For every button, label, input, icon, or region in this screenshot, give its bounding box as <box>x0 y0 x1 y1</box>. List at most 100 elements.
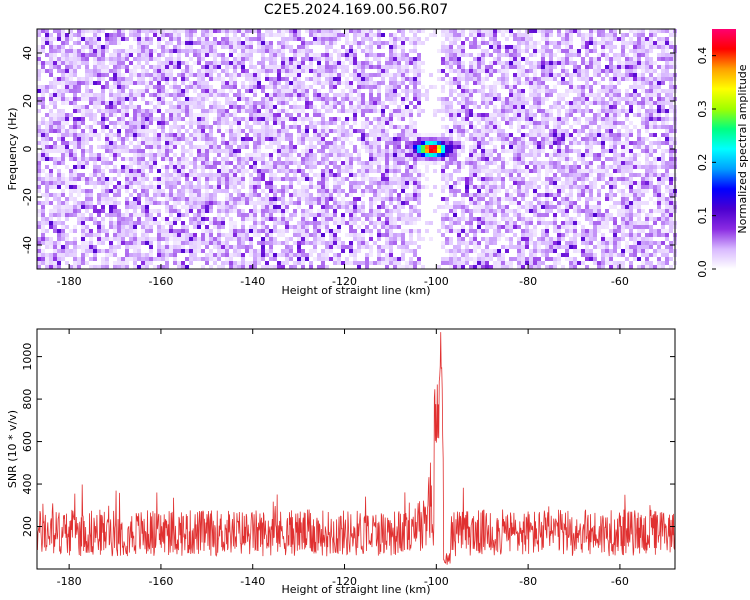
heatmap-cell <box>193 133 197 137</box>
heatmap-cell <box>237 145 241 149</box>
heatmap-cell <box>85 149 89 153</box>
heatmap-cell <box>165 109 169 113</box>
heatmap-cell <box>633 89 637 93</box>
heatmap-cell <box>221 61 225 65</box>
heatmap-cell <box>257 37 261 41</box>
heatmap-cell <box>241 61 245 65</box>
heatmap-cell <box>657 57 661 61</box>
heatmap-cell <box>309 105 313 109</box>
heatmap-cell <box>69 141 73 145</box>
heatmap-cell <box>545 97 549 101</box>
heatmap-cell <box>241 93 245 97</box>
heatmap-cell <box>301 53 305 57</box>
heatmap-cell <box>209 133 213 137</box>
heatmap-cell <box>449 117 453 121</box>
heatmap-cell <box>649 93 653 97</box>
heatmap-cell <box>337 149 341 153</box>
heatmap-cell <box>389 81 393 85</box>
heatmap-cell <box>93 157 97 161</box>
heatmap-cell <box>377 93 381 97</box>
heatmap-cell <box>413 81 417 85</box>
heatmap-cell <box>473 161 477 165</box>
heatmap-cell <box>509 133 513 137</box>
heatmap-cell <box>201 93 205 97</box>
heatmap-cell <box>481 185 485 189</box>
heatmap-cell <box>581 77 585 81</box>
heatmap-cell <box>489 61 493 65</box>
heatmap-cell <box>249 53 253 57</box>
heatmap-cell <box>289 29 293 33</box>
heatmap-cell <box>661 157 665 161</box>
heatmap-cell <box>205 117 209 121</box>
heatmap-cell <box>157 65 161 69</box>
heatmap-cell <box>297 37 301 41</box>
heatmap-cell <box>417 189 421 193</box>
heatmap-cell <box>517 149 521 153</box>
heatmap-cell <box>297 49 301 53</box>
heatmap-cell <box>201 73 205 77</box>
heatmap-cell <box>609 89 613 93</box>
heatmap-cell <box>321 161 325 165</box>
heatmap-cell <box>529 185 533 189</box>
heatmap-cell <box>269 105 273 109</box>
heatmap-cell <box>305 77 309 81</box>
heatmap-cell <box>469 45 473 49</box>
heatmap-cell <box>545 133 549 137</box>
heatmap-cell <box>645 57 649 61</box>
heatmap-cell <box>321 185 325 189</box>
heatmap-cell <box>65 37 69 41</box>
heatmap-cell <box>601 77 605 81</box>
heatmap-cell <box>597 65 601 69</box>
heatmap-cell <box>361 169 365 173</box>
heatmap-cell <box>489 33 493 37</box>
heatmap-cell <box>609 157 613 161</box>
heatmap-cell <box>217 145 221 149</box>
heatmap-cell <box>533 77 537 81</box>
heatmap-cell <box>389 97 393 101</box>
heatmap-cell <box>277 109 281 113</box>
heatmap-cell <box>653 113 657 117</box>
heatmap-cell <box>413 193 417 197</box>
heatmap-cell <box>625 101 629 105</box>
heatmap-cell <box>201 165 205 169</box>
heatmap-cell <box>549 69 553 73</box>
heatmap-cell <box>277 117 281 121</box>
heatmap-cell <box>525 109 529 113</box>
heatmap-cell <box>37 153 41 157</box>
heatmap-cell <box>545 69 549 73</box>
heatmap-cell <box>401 153 405 157</box>
heatmap-cell <box>89 125 93 129</box>
heatmap-cell <box>501 73 505 77</box>
heatmap-cell <box>325 125 329 129</box>
heatmap-cell <box>513 73 517 77</box>
heatmap-cell <box>161 153 165 157</box>
heatmap-cell <box>229 97 233 101</box>
heatmap-cell <box>453 77 457 81</box>
heatmap-cell <box>121 29 125 33</box>
heatmap-cell <box>209 109 213 113</box>
heatmap-cell <box>521 157 525 161</box>
heatmap-cell <box>253 185 257 189</box>
heatmap-cell <box>301 81 305 85</box>
heatmap-cell <box>85 37 89 41</box>
heatmap-cell <box>625 61 629 65</box>
heatmap-cell <box>229 161 233 165</box>
heatmap-cell <box>393 57 397 61</box>
heatmap-cell <box>481 133 485 137</box>
heatmap-cell <box>513 157 517 161</box>
heatmap-cell <box>385 189 389 193</box>
heatmap-cell <box>285 73 289 77</box>
heatmap-cell <box>309 141 313 145</box>
heatmap-cell <box>617 89 621 93</box>
heatmap-cell <box>269 129 273 133</box>
heatmap-cell <box>105 161 109 165</box>
heatmap-cell <box>561 189 565 193</box>
heatmap-cell <box>249 177 253 181</box>
heatmap-cell <box>125 121 129 125</box>
heatmap-cell <box>581 185 585 189</box>
heatmap-cell <box>505 161 509 165</box>
heatmap-cell <box>257 105 261 109</box>
heatmap-cell <box>177 113 181 117</box>
heatmap-cell <box>665 165 669 169</box>
heatmap-cell <box>189 81 193 85</box>
